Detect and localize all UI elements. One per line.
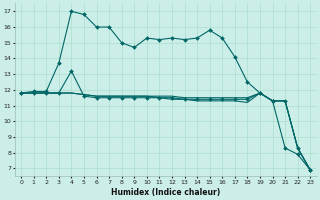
X-axis label: Humidex (Indice chaleur): Humidex (Indice chaleur) [111,188,220,197]
